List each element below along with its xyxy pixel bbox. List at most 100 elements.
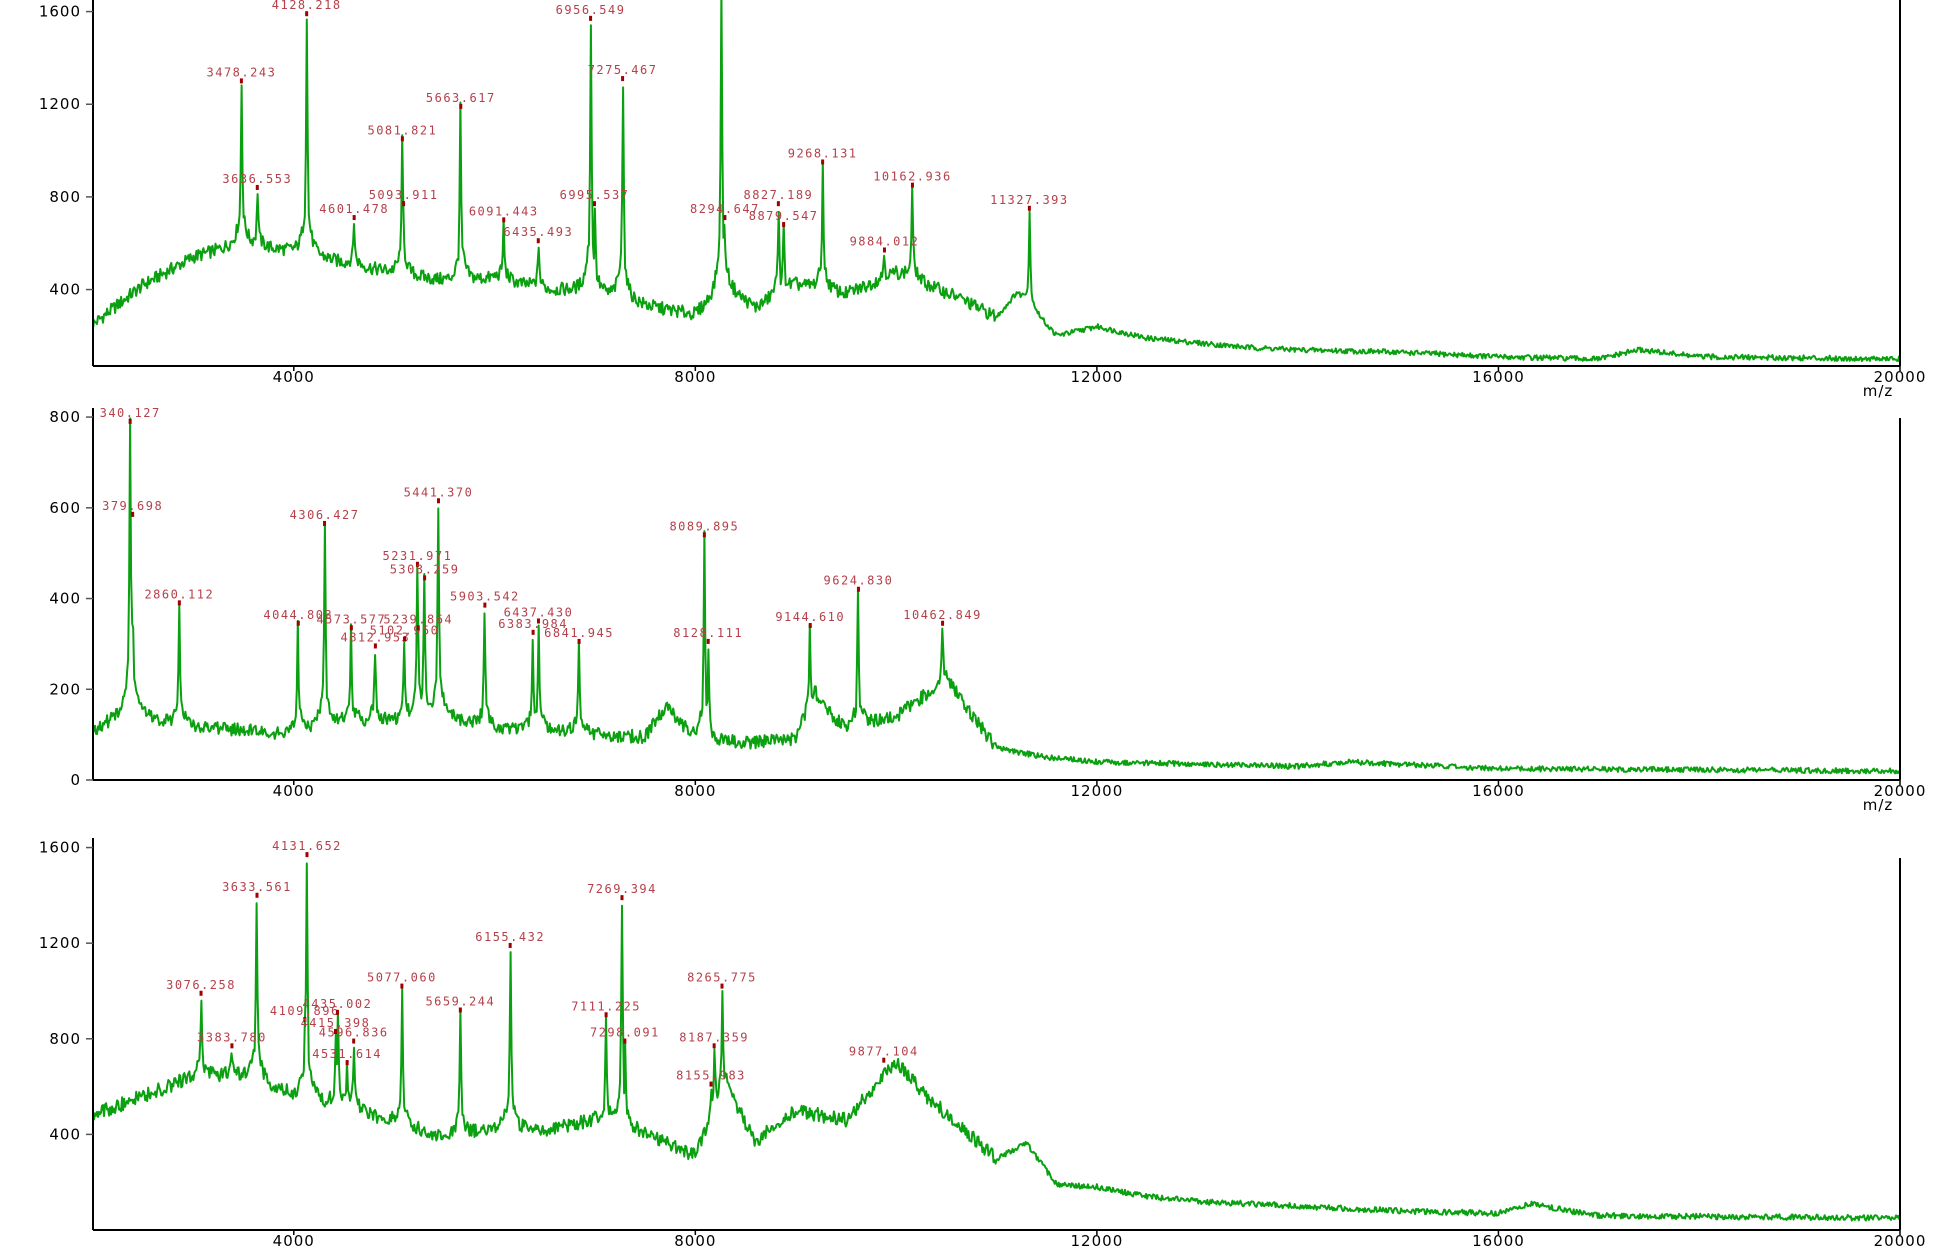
peak-marker xyxy=(199,990,203,996)
peak-marker xyxy=(305,11,309,17)
peak-label: 5231.971 xyxy=(383,549,453,563)
peak-marker xyxy=(230,1043,234,1049)
peak-marker xyxy=(782,222,786,228)
peak-marker xyxy=(536,618,540,624)
y-tick-label: 200 xyxy=(49,680,81,698)
peak-marker xyxy=(808,623,812,629)
peak-marker xyxy=(345,1060,349,1066)
peak-label: 6956.549 xyxy=(556,3,626,17)
peak-label: 8879.547 xyxy=(749,209,819,223)
y-tick-label: 1600 xyxy=(39,839,81,857)
peak-marker xyxy=(352,1038,356,1044)
peak-marker xyxy=(458,1007,462,1013)
spectrum-line xyxy=(92,0,1901,363)
peak-label: 9624.830 xyxy=(824,574,894,588)
peak-marker xyxy=(882,1057,886,1063)
peak-label: 8265.775 xyxy=(687,971,757,985)
peak-label: 8187.359 xyxy=(679,1030,749,1044)
peak-marker xyxy=(131,511,135,517)
peak-label: 5081.821 xyxy=(367,123,437,137)
x-tick-label: 12000 xyxy=(1071,1232,1124,1249)
peak-marker xyxy=(403,636,407,642)
peak-label: 4812.953 xyxy=(340,630,410,644)
peak-marker xyxy=(723,215,727,221)
peak-label: 9268.131 xyxy=(788,146,858,160)
peak-marker xyxy=(502,217,506,223)
peak-label: 4306.427 xyxy=(290,508,360,522)
peak-label: 8155.983 xyxy=(676,1069,746,1083)
y-tick-label: 600 xyxy=(49,499,81,517)
peak-label: 8128.111 xyxy=(673,626,743,640)
x-tick-label: 8000 xyxy=(674,782,716,800)
spectrum-panel-1: 400 800 1200 1600 4000 8000 12000 16000 20000m/z… xyxy=(39,0,1925,400)
peak-label: 6091.443 xyxy=(469,204,539,218)
peak-marker xyxy=(621,76,625,82)
spectrum-line xyxy=(92,862,1901,1222)
peak-marker xyxy=(536,238,540,244)
x-tick-label: 16000 xyxy=(1472,1232,1525,1249)
y-tick-label: 400 xyxy=(49,281,81,299)
peak-label: 10462.849 xyxy=(903,608,982,622)
peak-label: 4109.896 xyxy=(270,1004,340,1018)
y-tick-label: 800 xyxy=(49,1030,81,1048)
peak-marker xyxy=(305,852,309,858)
x-tick-label: 12000 xyxy=(1071,782,1124,800)
peak-label: 6841.945 xyxy=(544,626,614,640)
peak-label: 7298.091 xyxy=(590,1026,660,1040)
y-tick-label: 1200 xyxy=(39,95,81,113)
peak-marker xyxy=(821,159,825,165)
peak-label: 11327.393 xyxy=(990,193,1069,207)
peak-label: 8294.647 xyxy=(690,202,760,216)
peak-marker xyxy=(459,103,463,109)
peak-marker xyxy=(531,629,535,635)
peak-label: 340.127 xyxy=(100,406,161,420)
x-tick-label: 4000 xyxy=(273,368,315,386)
peak-marker xyxy=(333,1029,337,1034)
peak-label: 3636.553 xyxy=(222,172,292,186)
peak-label: 7111.225 xyxy=(571,999,641,1013)
peak-marker xyxy=(589,15,593,21)
x-tick-label: 8000 xyxy=(674,1232,716,1249)
peak-marker xyxy=(296,620,300,626)
y-tick-label: 1600 xyxy=(39,3,81,21)
peak-marker xyxy=(706,638,710,644)
peak-marker xyxy=(255,184,259,190)
peak-label: 3076.258 xyxy=(166,978,236,992)
peak-marker xyxy=(941,620,945,626)
x-tick-label: 4000 xyxy=(273,782,315,800)
peak-label: 7275.467 xyxy=(588,63,658,77)
x-tick-label: 20000 xyxy=(1874,1232,1927,1249)
peak-marker xyxy=(702,532,706,538)
peak-marker xyxy=(623,1038,627,1044)
peak-marker xyxy=(483,602,487,608)
peak-label: 5441.370 xyxy=(404,485,474,499)
peak-label: 5239.864 xyxy=(383,612,453,626)
peak-marker xyxy=(323,520,327,526)
peak-label: 4573.577 xyxy=(316,612,386,626)
peak-label: 4596.836 xyxy=(319,1026,389,1040)
peak-marker xyxy=(882,247,886,253)
peak-label: 5077.060 xyxy=(367,971,437,985)
peak-marker xyxy=(349,625,353,631)
peak-marker xyxy=(415,561,419,567)
peak-label: 6437.430 xyxy=(504,605,574,619)
peak-marker xyxy=(436,498,440,504)
x-tick-label: 12000 xyxy=(1071,368,1124,386)
peak-label: 8089.895 xyxy=(669,519,739,533)
x-tick-label: 16000 xyxy=(1472,368,1525,386)
peak-label: 4128.218 xyxy=(272,0,342,12)
peak-label: 7269.394 xyxy=(587,882,657,896)
peak-marker xyxy=(1027,205,1031,211)
peak-label: 9144.610 xyxy=(775,610,845,624)
peak-marker xyxy=(577,638,581,644)
peak-label: 3633.561 xyxy=(222,880,292,894)
peak-marker xyxy=(402,201,406,207)
peak-marker xyxy=(400,136,404,142)
x-axis-label: m/z xyxy=(1863,796,1894,814)
peak-label: 4044.803 xyxy=(263,608,333,622)
peak-label: 6383.984 xyxy=(498,617,568,631)
peak-marker xyxy=(352,215,356,221)
peak-label: 379.698 xyxy=(102,499,163,513)
